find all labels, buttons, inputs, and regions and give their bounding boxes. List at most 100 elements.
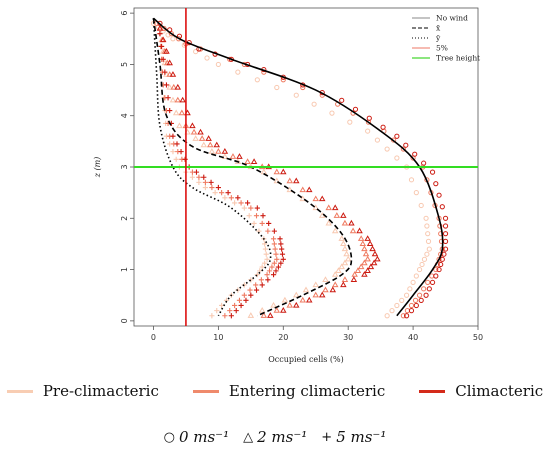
plus-point: [212, 190, 218, 196]
circle-point: [442, 223, 449, 229]
triangle-point: [356, 227, 363, 234]
circle-point: [404, 292, 410, 298]
plus-point: [208, 179, 214, 185]
triangle-point: [156, 24, 164, 31]
triangle-point: [280, 168, 287, 175]
triangle-point: [169, 71, 177, 77]
plus-point: [219, 190, 225, 196]
plus-point: [170, 133, 176, 139]
triangle-point: [341, 259, 349, 266]
chart: 0 10 20 30 40 50 0 1 2 3 4 5 6 Occupied cells (%) z …: [93, 7, 483, 364]
triangle-point: [166, 59, 173, 66]
plus-point: [196, 179, 202, 185]
plus-point: [238, 200, 244, 206]
plus-point: [222, 195, 228, 201]
triangle-point: [364, 235, 371, 241]
circle-point: [365, 128, 371, 134]
plus-point: [270, 236, 277, 242]
plus-point: [271, 260, 277, 266]
triangle-point: [200, 141, 208, 148]
circle-point: [404, 313, 410, 319]
plus-point: [170, 149, 176, 155]
triangle-point: [357, 235, 365, 241]
stage-legend-item-climacteric: Climacteric: [419, 382, 543, 400]
plus-point: [232, 302, 238, 309]
triangle-point: [371, 250, 379, 257]
plus-point: [178, 149, 184, 155]
triangle-point: [267, 312, 274, 318]
plus-point: [202, 179, 208, 185]
triangle-point: [329, 286, 337, 293]
plus-point: [265, 277, 271, 283]
triangle-point: [341, 219, 349, 226]
circle-point: [408, 308, 415, 314]
plus-point: [157, 31, 163, 37]
circle-point: [433, 273, 439, 279]
wind-legend-item-5: + 5 ms⁻¹: [321, 428, 386, 446]
circle-point: [347, 119, 353, 125]
plus-marker-icon: +: [321, 429, 333, 445]
legend-label-0: No wind: [436, 14, 468, 23]
triangle-point: [331, 227, 339, 234]
triangle-point: [178, 109, 186, 116]
plus-point: [275, 264, 282, 270]
plus-point: [253, 282, 259, 288]
plus-point: [266, 220, 272, 227]
triangle-point: [244, 158, 251, 164]
series-circle-0-markers: [150, 20, 432, 319]
circle-point: [384, 313, 390, 319]
circle-point: [329, 110, 335, 116]
triangle-point: [361, 259, 368, 266]
triangle-point: [362, 250, 370, 257]
circle-point: [311, 101, 317, 107]
triangle-point: [312, 195, 319, 202]
plus-point: [269, 264, 275, 270]
plus-point: [202, 184, 208, 191]
wind-label-0: 0 ms⁻¹: [178, 428, 230, 446]
triangle-point: [179, 96, 186, 103]
legend-label-4: Tree height: [436, 54, 480, 63]
circle-point: [204, 55, 210, 61]
circle-point: [413, 190, 419, 196]
triangle-point: [299, 296, 307, 303]
plus-point: [241, 292, 247, 298]
triangle-point: [331, 271, 339, 277]
wind-legend: ○ 0 ms⁻¹ △ 2 ms⁻¹ + 5 ms⁻¹: [0, 428, 550, 446]
triangle-point: [293, 177, 300, 184]
circle-point: [429, 279, 436, 286]
triangle-point: [166, 71, 173, 77]
circle-point: [352, 106, 359, 112]
circle-point: [425, 231, 431, 237]
circle-point: [412, 297, 419, 303]
triangle-point: [190, 128, 198, 135]
plus-point: [262, 241, 268, 247]
plus-point: [182, 156, 188, 162]
triangle-point: [305, 186, 313, 193]
triangle-point: [366, 240, 374, 247]
circle-point: [421, 256, 428, 262]
plus-point: [235, 195, 241, 201]
circle-point: [300, 84, 306, 91]
triangle-point: [258, 307, 266, 313]
triangle-point: [260, 168, 268, 175]
triangle-point: [344, 255, 352, 262]
triangle-point: [189, 122, 196, 129]
triangle-point: [198, 135, 206, 141]
circle-point: [416, 292, 423, 298]
circle-point: [389, 308, 395, 314]
series-mean-line-0: [152, 17, 444, 317]
plus-point: [258, 277, 264, 283]
triangle-point: [340, 240, 347, 247]
triangle-point: [260, 312, 268, 318]
triangle-point: [370, 259, 378, 266]
triangle-point: [367, 263, 375, 270]
triangle-point: [174, 96, 182, 103]
triangle-point: [247, 312, 255, 318]
triangle-point: [176, 122, 183, 129]
circle-point: [339, 97, 345, 103]
triangle-point: [293, 301, 300, 308]
circle-point: [400, 146, 406, 152]
triangle-point: [174, 83, 182, 90]
stage-swatch-pre: [6, 389, 33, 393]
